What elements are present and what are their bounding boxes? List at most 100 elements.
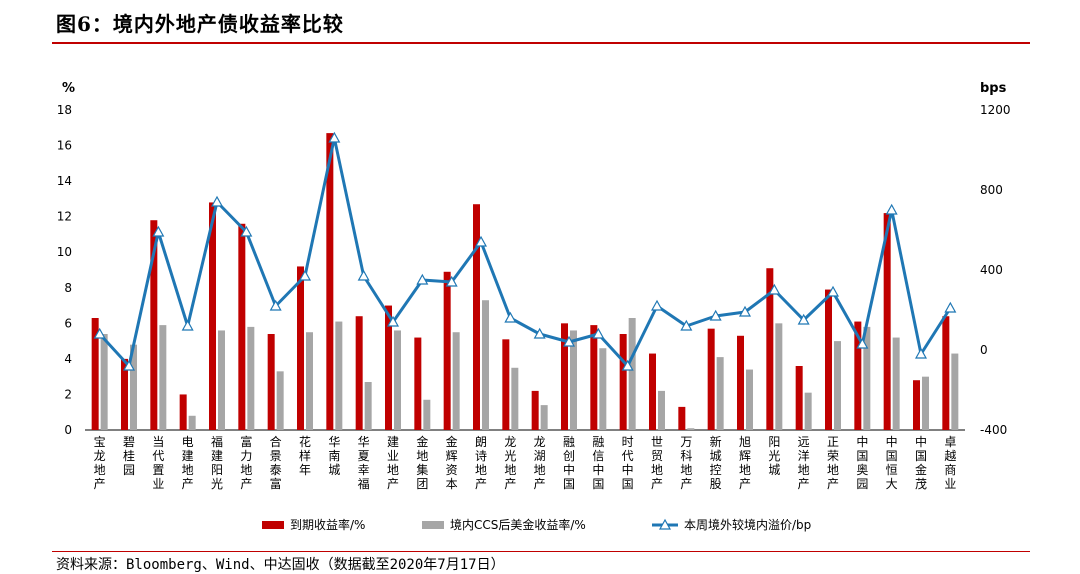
bars — [91, 133, 959, 430]
category-label: 新城控股 — [710, 434, 722, 491]
premium-marker — [93, 327, 106, 339]
category-label: 碧桂园 — [123, 435, 135, 477]
bar-ccs-usd-yield — [570, 330, 577, 430]
premium-marker — [181, 319, 194, 331]
bar-ccs-usd-yield — [922, 376, 929, 430]
category-label: 中国恒大 — [886, 434, 898, 491]
left-tick-label: 0 — [64, 423, 72, 437]
bar-ccs-usd-yield — [159, 325, 167, 430]
category-label: 正荣地产 — [827, 435, 839, 491]
bar-ccs-usd-yield — [100, 334, 108, 430]
bar-ytm — [150, 220, 158, 430]
bar-ccs-usd-yield — [951, 353, 959, 430]
premium-line — [98, 136, 952, 368]
bar-ccs-usd-yield — [892, 337, 900, 430]
premium-marker — [152, 225, 165, 237]
bar-ytm — [531, 390, 539, 430]
source-rule — [52, 551, 1030, 552]
bar-ytm — [91, 318, 99, 430]
left-tick-label: 12 — [57, 210, 72, 224]
bar-ytm — [502, 339, 510, 430]
category-label: 华夏幸福 — [358, 435, 370, 491]
left-tick-label: 16 — [57, 139, 72, 153]
legend-ccs-usd-yield: 境内CCS后美金收益率/% — [422, 517, 586, 532]
premium-marker — [357, 269, 370, 281]
category-label: 阳光城 — [768, 435, 780, 477]
left-tick-label: 14 — [57, 174, 72, 188]
category-label: 合景泰富 — [270, 434, 282, 491]
left-tick-label: 4 — [64, 352, 72, 366]
legend-swatch — [422, 521, 444, 529]
left-tick-label: 2 — [64, 387, 72, 401]
category-label: 融创中国 — [563, 435, 575, 491]
bar-ccs-usd-yield — [394, 330, 401, 430]
premium-marker — [328, 131, 341, 143]
bar-ccs-usd-yield — [306, 332, 313, 430]
legend-premium: 本周境外较境内溢价/bp — [652, 517, 811, 532]
axes: % bps 0 2 4 6 8 10 12 14 16 18 -400 0 400 800 1200 — [57, 81, 1011, 437]
category-label: 电建地产 — [182, 435, 194, 491]
premium-marker — [856, 337, 869, 349]
bar-ytm — [443, 271, 451, 430]
category-label: 中国金茂 — [915, 434, 927, 491]
premium-marker — [797, 313, 810, 325]
category-label: 融信中国 — [592, 435, 604, 491]
bar-ccs-usd-yield — [335, 321, 343, 430]
premium-marker — [269, 299, 282, 311]
bar-ytm — [883, 213, 891, 430]
bar-ytm — [179, 394, 187, 430]
bar-ytm — [707, 328, 715, 430]
bar-ytm — [942, 316, 950, 430]
premium-marker — [240, 225, 253, 237]
premium-marker — [738, 305, 752, 317]
premium-marker — [416, 273, 429, 285]
right-tick-label: 1200 — [980, 103, 1011, 117]
bar-ytm — [121, 358, 128, 430]
premium-marker — [885, 203, 898, 215]
right-tick-label: 800 — [980, 183, 1003, 197]
category-label: 中国奥园 — [856, 434, 868, 491]
bar-ccs-usd-yield — [863, 326, 871, 430]
bar-ytm — [825, 289, 832, 430]
bar-ccs-usd-yield — [687, 428, 695, 430]
bar-ccs-usd-yield — [423, 399, 431, 430]
bar-ytm — [766, 268, 774, 430]
bar-ytm — [854, 321, 862, 430]
legend-label: 本周境外较境内溢价/bp — [684, 517, 811, 532]
bar-ccs-usd-yield — [511, 367, 519, 430]
premium-marker — [680, 319, 693, 331]
bar-ytm — [619, 334, 627, 430]
premium-line-layer — [93, 131, 957, 371]
bar-ytm — [209, 202, 216, 430]
bar-ccs-usd-yield — [188, 415, 196, 430]
bar-ccs-usd-yield — [452, 332, 460, 430]
premium-marker — [621, 359, 634, 371]
left-tick-label: 18 — [57, 103, 72, 117]
category-label: 福建阳光 — [211, 434, 223, 491]
bar-ccs-usd-yield — [247, 326, 255, 430]
category-label: 卓越商业 — [944, 435, 956, 491]
premium-marker — [914, 347, 928, 359]
category-label: 远洋地产 — [798, 435, 810, 491]
figure-title: 图6：境内外地产债收益率比较 — [56, 12, 344, 36]
bar-ccs-usd-yield — [628, 318, 636, 430]
bar-ccs-usd-yield — [130, 344, 137, 430]
yield-chart: % bps 0 2 4 6 8 10 12 14 16 18 -400 0 400 800 1200 宝龙地产 碧… — [57, 81, 1011, 532]
left-tick-label: 10 — [57, 245, 72, 259]
category-label: 时代中国 — [622, 435, 634, 491]
bar-ccs-usd-yield — [540, 405, 548, 430]
bar-ccs-usd-yield — [218, 330, 225, 430]
category-label: 建业地产 — [387, 435, 399, 491]
right-tick-label: 0 — [980, 343, 988, 357]
premium-marker — [474, 235, 488, 247]
premium-marker — [210, 195, 224, 207]
bar-ccs-usd-yield — [716, 357, 724, 430]
category-label: 金地集团 — [416, 434, 428, 491]
source-note: 资料来源：Bloomberg、Wind、中达固收（数据截至2020年7月17日） — [56, 557, 505, 573]
premium-marker — [298, 269, 312, 281]
bar-ytm — [590, 325, 598, 430]
premium-marker — [592, 327, 605, 339]
legend-ytm: 到期收益率/% — [262, 517, 365, 532]
bar-ytm — [238, 223, 246, 430]
category-label: 旭辉地产 — [739, 435, 751, 491]
